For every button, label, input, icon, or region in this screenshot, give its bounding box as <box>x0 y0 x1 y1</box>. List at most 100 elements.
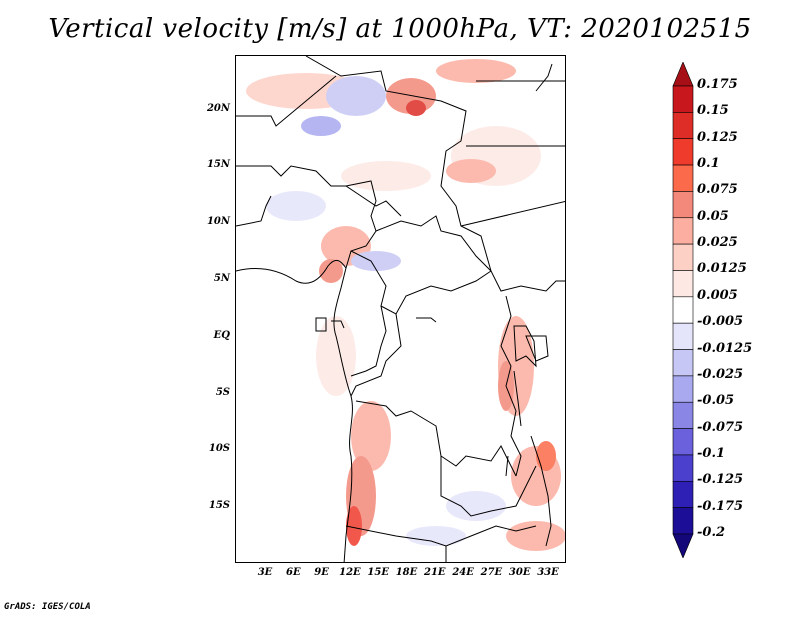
lon-tick-label: 30E <box>508 567 531 578</box>
border <box>236 75 337 127</box>
colorbar-swatch <box>672 507 694 535</box>
colorbar-swatch <box>672 480 694 508</box>
lat-tick-label: 10N <box>206 216 230 227</box>
lat-tick-label: 5N <box>213 273 230 284</box>
boundaries <box>236 56 565 562</box>
lon-tick-label: 24E <box>452 567 474 578</box>
lon-tick-label: 3E <box>257 567 273 578</box>
field-patch <box>341 161 431 191</box>
field-patch <box>316 316 356 396</box>
colorbar-label: -0.075 <box>697 419 744 435</box>
field-patch <box>536 441 556 471</box>
colorbar-label: 0.175 <box>697 77 738 92</box>
lon-tick-label: 15E <box>367 567 389 578</box>
lake <box>513 325 537 368</box>
colorbar-label: -0.005 <box>697 314 744 330</box>
border <box>236 195 272 227</box>
colorbar-swatch <box>672 217 694 245</box>
chart-title: Vertical velocity [m/s] at 1000hPa, VT: … <box>48 14 752 44</box>
island <box>315 317 327 332</box>
colorbar-label: -0.175 <box>697 498 744 514</box>
border <box>345 180 377 269</box>
field-patch <box>319 259 343 283</box>
border <box>440 456 537 517</box>
colorbar-label: -0.05 <box>697 393 735 409</box>
field-patch <box>301 116 341 136</box>
border <box>350 313 402 397</box>
border <box>500 295 522 477</box>
colorbar-label: 0.075 <box>697 182 738 198</box>
border <box>375 215 492 272</box>
colorbar-label: 0.025 <box>697 235 738 251</box>
colorbar-swatch <box>672 533 694 558</box>
lat-tick-label: 10S <box>208 443 230 454</box>
colorbar-label: -0.0125 <box>697 340 753 356</box>
colorbar <box>672 62 694 558</box>
coastline <box>236 259 353 562</box>
field-patch <box>266 191 326 221</box>
colorbar-swatch <box>672 270 694 298</box>
colorbar-label: -0.025 <box>697 366 744 382</box>
field-patch <box>506 521 565 551</box>
colorbar-label: 0.1 <box>697 156 720 172</box>
colorbar-swatch <box>672 296 694 324</box>
colorbar-swatch <box>672 112 694 140</box>
colorbar-swatch <box>672 428 694 456</box>
colorbar-label: 0.05 <box>697 208 729 224</box>
colorbar-swatch <box>672 349 694 377</box>
map-panel <box>235 55 566 563</box>
lat-tick-label: 5S <box>215 387 230 398</box>
field-patch <box>406 100 426 116</box>
colorbar-label: 0.005 <box>697 287 738 303</box>
lat-tick-label: 15S <box>208 500 230 511</box>
border <box>460 200 565 227</box>
lake <box>525 335 549 362</box>
field-patch <box>351 251 401 271</box>
colorbar-label: -0.1 <box>697 445 726 461</box>
lon-tick-label: 21E <box>424 567 446 578</box>
field-patch <box>406 526 466 546</box>
lake <box>513 370 522 427</box>
coastline <box>535 63 553 92</box>
field-patch <box>436 59 516 83</box>
field-patch <box>446 491 506 521</box>
border <box>331 320 345 329</box>
lake <box>530 435 552 547</box>
border <box>236 165 402 217</box>
colorbar-label: -0.2 <box>697 525 726 540</box>
lake <box>505 455 509 477</box>
lon-tick-label: 6E <box>286 567 301 578</box>
colorbar-label: -0.125 <box>697 472 744 488</box>
border <box>305 56 565 292</box>
lon-tick-label: 18E <box>395 567 418 578</box>
colorbar-swatch <box>672 454 694 482</box>
colorbar-swatch <box>672 191 694 219</box>
field-patch <box>351 401 391 471</box>
map-canvas <box>236 56 565 562</box>
colorbar-swatch <box>672 243 694 271</box>
colorbar-swatch <box>672 322 694 350</box>
lat-tick-label: EQ <box>213 330 230 341</box>
colorbar-label: 0.15 <box>697 103 729 119</box>
lon-tick-label: 27E <box>480 567 503 578</box>
field-patch <box>446 159 496 183</box>
colorbar-swatch <box>672 164 694 192</box>
river <box>416 317 437 323</box>
border <box>345 525 537 547</box>
border <box>350 305 387 377</box>
colorbar-label: 0.125 <box>697 129 738 145</box>
lon-tick-label: 12E <box>339 567 361 578</box>
lat-tick-label: 15N <box>206 159 230 170</box>
lon-tick-label: 33E <box>537 567 559 578</box>
field-patch <box>326 76 386 116</box>
colorbar-swatch <box>672 375 694 403</box>
colorbar-swatch <box>672 85 694 113</box>
border <box>350 250 492 315</box>
field-patch <box>346 506 362 546</box>
lon-tick-label: 9E <box>314 567 329 578</box>
colorbar-swatch <box>672 401 694 429</box>
credit-text: GrADS: IGES/COLA <box>4 602 91 612</box>
lat-tick-label: 20N <box>206 103 230 114</box>
colorbar-swatch <box>672 138 694 166</box>
velocity-field <box>246 59 565 551</box>
